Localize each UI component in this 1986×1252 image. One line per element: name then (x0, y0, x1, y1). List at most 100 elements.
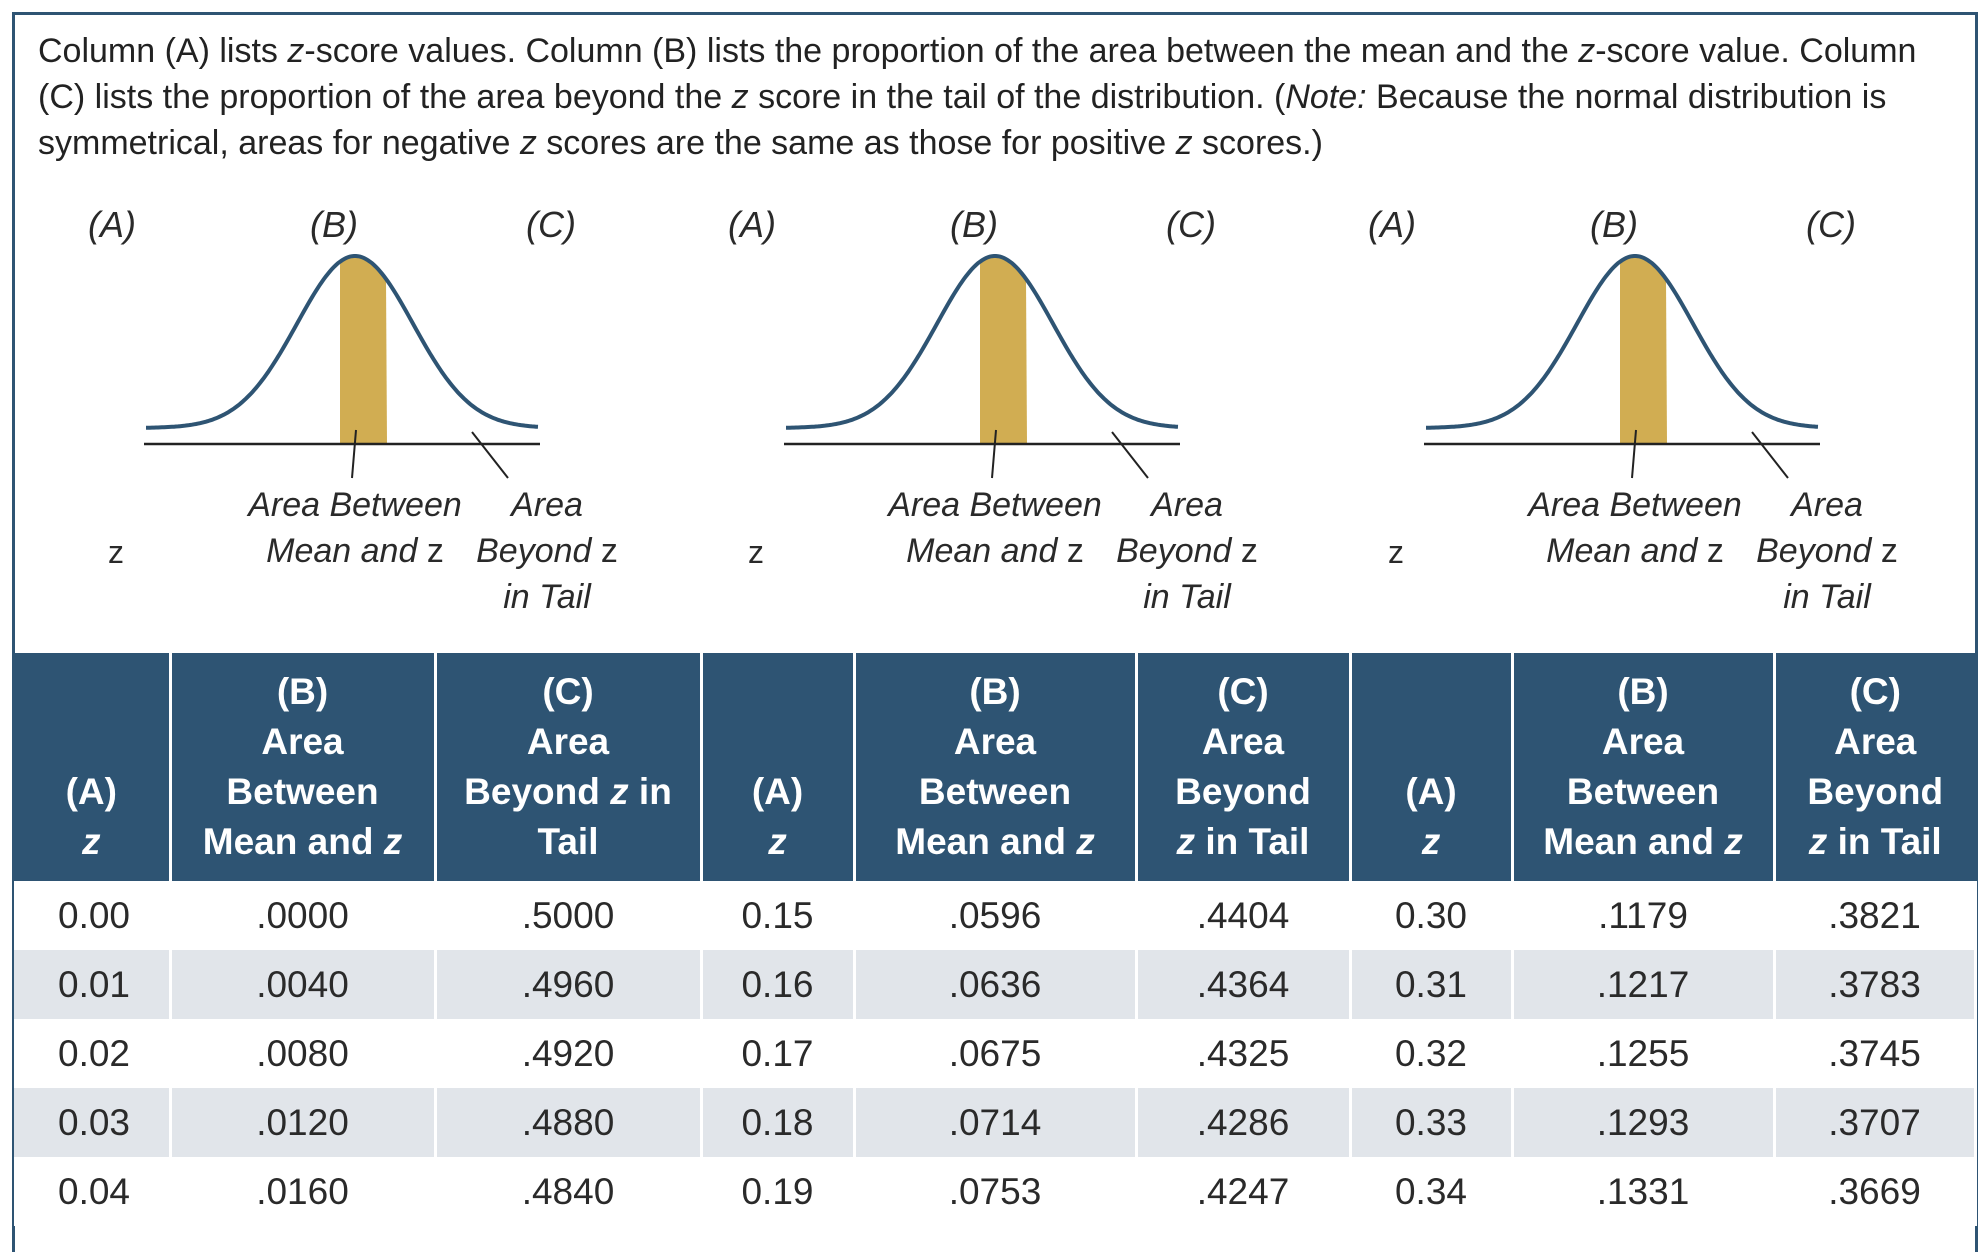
header-z: z (768, 821, 787, 862)
column-c-label: (C) (1166, 204, 1216, 245)
table-cell: .4325 (1134, 1019, 1352, 1088)
beyond-line: Area (511, 486, 583, 524)
beyond-line: Beyond (476, 532, 592, 570)
area-between-label: Area Between Mean and z (1490, 482, 1780, 574)
header-text: Mean and (895, 821, 1066, 862)
normal-curve-figure: (A) (B) (C) z Area Between Mean and z Area Beyo… (1340, 200, 1980, 640)
column-c-label: (C) (526, 204, 576, 245)
header-text: Beyond (1175, 771, 1311, 812)
beyond-line: in Tail (1143, 578, 1231, 616)
header-text: Between (1566, 771, 1720, 812)
between-line: Area Between (1528, 486, 1742, 524)
header-text: (A) (65, 771, 117, 812)
table-cell: .1255 (1510, 1019, 1776, 1088)
pointer-line-between (991, 429, 997, 479)
table-cell: 0.34 (1348, 1157, 1514, 1226)
beyond-z: z (600, 532, 618, 570)
table-cell: 0.17 (699, 1019, 856, 1088)
figure-row: (A) (B) (C) z Area Between Mean and z Area Beyo… (0, 200, 1986, 640)
beyond-z: z (1880, 532, 1898, 570)
header-text: (C) (542, 671, 594, 712)
table-cell: 0.15 (699, 881, 856, 950)
header-text: (B) (1617, 671, 1669, 712)
normal-curve-figure: (A) (B) (C) z Area Between Mean and z Area Beyo… (60, 200, 700, 640)
table-cell: 0.03 (14, 1088, 172, 1157)
area-beyond-label: Area Beyond z in Tail (452, 482, 642, 620)
header-col-b: (B) Area Between Mean and z (168, 653, 437, 881)
header-text: (A) (751, 771, 804, 812)
header-z: z (1176, 821, 1196, 862)
table-cell: .0675 (852, 1019, 1138, 1088)
table-cell: .4840 (433, 1157, 703, 1226)
between-line: Area Between (248, 486, 462, 524)
header-text: Area (1601, 721, 1685, 762)
shaded-area-between (980, 256, 1027, 444)
header-text: (B) (276, 671, 329, 712)
header-text: Beyond (1807, 771, 1944, 812)
beyond-line: Beyond (1116, 532, 1232, 570)
beyond-line: Area (1151, 486, 1223, 524)
table-cell: .4364 (1134, 950, 1352, 1019)
table-cell: .3783 (1772, 950, 1977, 1019)
between-line: Mean and (1546, 532, 1698, 570)
intro-text: -score values. Column (B) lists the prop… (304, 32, 1579, 70)
table-cell: .3745 (1772, 1019, 1977, 1088)
normal-curve-line (146, 254, 539, 430)
pointer-line-beyond (1751, 431, 1789, 479)
table-cell: 0.16 (699, 950, 856, 1019)
table-cell: 0.04 (14, 1157, 172, 1226)
table-cell: .0120 (168, 1088, 437, 1157)
header-text: in (638, 771, 672, 812)
header-z: z (1421, 821, 1441, 862)
column-b-label: (B) (310, 204, 358, 245)
table-cell: .3669 (1772, 1157, 1977, 1226)
header-col-c: (C) Area Beyond z in Tail (1772, 653, 1975, 881)
table-cell: .0040 (168, 950, 437, 1019)
table-cell: 0.02 (14, 1019, 172, 1088)
pointer-line-between (1631, 429, 1637, 479)
table-cell: .4247 (1134, 1157, 1352, 1226)
normal-curve-diagram (1424, 254, 1820, 479)
header-col-c: (C) Area Beyond z in Tail (1134, 653, 1352, 881)
table-cell: .4960 (433, 950, 703, 1019)
table-cell: .4880 (433, 1088, 703, 1157)
table-row: 0.01.0040.4960 0.16.0636.4364 0.31.1217.37… (14, 950, 1977, 1019)
header-z: z (82, 821, 101, 862)
intro-z: z (287, 32, 305, 70)
intro-text: -score value. Column (C) lists the propo… (38, 32, 1917, 116)
table-cell: .1331 (1510, 1157, 1776, 1226)
z-label: z (1388, 534, 1404, 570)
header-z: z (610, 771, 629, 812)
table-cell: .0160 (168, 1157, 437, 1226)
header-text: (A) (1405, 771, 1457, 812)
normal-curve-diagram (144, 254, 540, 479)
header-text: (C) (1217, 671, 1269, 712)
area-beyond-label: Area Beyond z in Tail (1732, 482, 1922, 620)
area-beyond-label: Area Beyond z in Tail (1092, 482, 1282, 620)
header-text: Mean and (1543, 821, 1714, 862)
table-frame (12, 12, 1978, 1252)
intro-z: z (1175, 124, 1193, 162)
normal-curve-line (1426, 254, 1819, 430)
table-cell: 0.19 (699, 1157, 856, 1226)
z-table: (A) z (B) Area Between Mean and z (C) Area Beyon… (14, 653, 1977, 1226)
area-between-label: Area Between Mean and z (850, 482, 1140, 574)
table-cell: .0000 (168, 881, 437, 950)
column-a-label: (A) (1368, 204, 1416, 245)
intro-text: Column (A) lists (38, 32, 288, 70)
header-text: Area (953, 721, 1037, 762)
beyond-line: in Tail (1783, 578, 1871, 616)
normal-curve-diagram (784, 254, 1180, 479)
header-col-a: (A) z (699, 653, 856, 881)
column-c-label: (C) (1806, 204, 1856, 245)
header-text: Between (226, 771, 379, 812)
table-cell: .0753 (852, 1157, 1138, 1226)
header-text: (B) (969, 671, 1021, 712)
header-text: Beyond (464, 771, 600, 812)
table-cell: .4404 (1134, 881, 1352, 950)
table-row: 0.03.0120.4880 0.18.0714.4286 0.33.1293.37… (14, 1088, 1977, 1157)
intro-z: z (1578, 32, 1596, 70)
shaded-area-between (1620, 256, 1667, 444)
table-cell: 0.01 (14, 950, 172, 1019)
header-text: Area (261, 721, 344, 762)
